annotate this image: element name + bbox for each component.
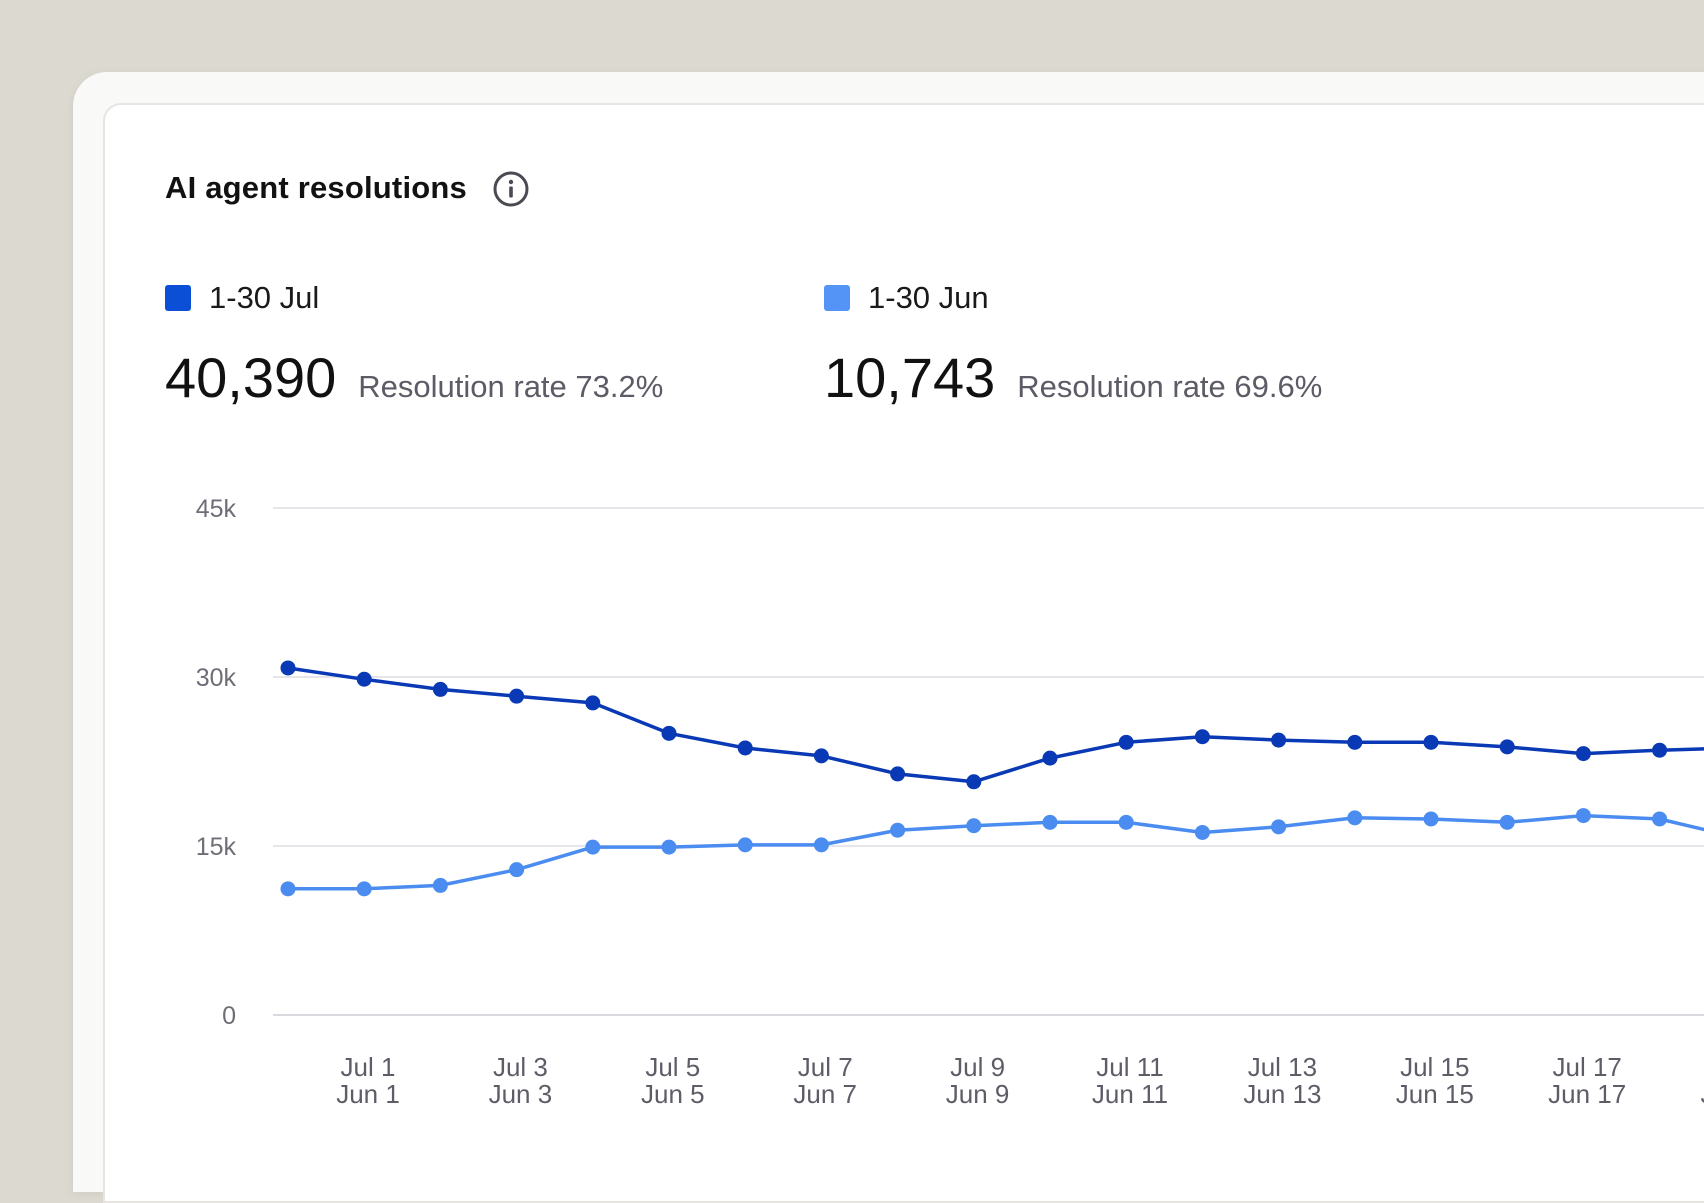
data-point[interactable] [432,877,448,893]
chart-card [103,103,1704,1203]
metric-value-jul: 40,390 [165,346,337,409]
line-chart: 0 15k 30k 45k Jul 1 Jun 1 Jul 3 Jun 3 Jul 5 Jun … [196,495,1704,1109]
metric-rate-jul: Resolution rate 73.2% [358,369,664,404]
data-point[interactable] [1042,814,1058,830]
card-title: AI agent resolutions [165,170,467,205]
metric-value-jun: 10,743 [824,346,996,409]
data-point[interactable] [1652,742,1668,758]
data-point[interactable] [1194,729,1210,745]
x-tick-label: Jul 17 Jun 17 [1548,1052,1626,1109]
data-point[interactable] [966,818,982,834]
metric-jun: 10,743 Resolution rate 69.6% [824,345,1322,410]
x-tick-label: Jul 7 Jun 7 [793,1052,857,1109]
x-tick-label: Jul 19Jun 19 [1701,1052,1704,1109]
data-point[interactable] [737,740,753,756]
data-point[interactable] [1347,810,1363,826]
data-point[interactable] [890,766,906,782]
data-point[interactable] [356,671,372,687]
data-point[interactable] [737,837,753,853]
metric-rate-jun: Resolution rate 69.6% [1017,369,1323,404]
data-point[interactable] [356,881,372,897]
y-tick-label: 45k [196,495,237,523]
data-point[interactable] [1575,808,1591,824]
data-point[interactable] [509,862,525,878]
metric-jul: 40,390 Resolution rate 73.2% [165,345,663,410]
legend-label-jul: 1-30 Jul [209,280,320,315]
data-point[interactable] [1118,734,1134,750]
data-point[interactable] [509,688,525,704]
x-tick-label: Jul 5 Jun 5 [641,1052,705,1109]
series-line [286,813,1704,891]
data-point[interactable] [661,839,677,855]
data-point[interactable] [1194,824,1210,840]
y-tick-label: 15k [196,833,237,861]
legend-item-jun[interactable]: 1-30 Jun [824,278,989,318]
data-point[interactable] [1271,819,1287,835]
data-point[interactable] [432,681,448,697]
data-point[interactable] [966,774,982,790]
x-tick-label: Jul 11 Jun 11 [1092,1052,1168,1109]
x-tick-label: Jul 3 Jun 3 [489,1052,553,1109]
x-tick-label: Jul 15 Jun 15 [1396,1052,1474,1109]
data-point[interactable] [585,695,601,711]
data-point[interactable] [813,748,829,764]
data-point[interactable] [1423,734,1439,750]
data-point[interactable] [1652,811,1668,827]
legend-swatch-jul [165,285,191,311]
data-point[interactable] [280,881,296,897]
info-icon[interactable] [492,170,530,208]
data-point[interactable] [890,822,906,838]
data-point[interactable] [280,660,296,676]
data-point[interactable] [1042,750,1058,766]
legend-label-jun: 1-30 Jun [868,280,989,315]
legend-item-jul[interactable]: 1-30 Jul [165,278,319,318]
x-tick-label: Jul 13 Jun 13 [1243,1052,1321,1109]
legend-swatch-jun [824,285,850,311]
y-tick-label: 30k [196,664,237,692]
data-point[interactable] [1575,746,1591,762]
data-point[interactable] [1423,811,1439,827]
data-point[interactable] [813,837,829,853]
data-point[interactable] [585,839,601,855]
data-point[interactable] [1347,734,1363,750]
y-tick-label: 0 [222,1002,236,1030]
x-tick-label: Jul 1 Jun 1 [336,1052,400,1109]
data-point[interactable] [1499,814,1515,830]
series-line [286,666,1704,784]
data-point[interactable] [661,725,677,741]
x-tick-label: Jul 9 Jun 9 [946,1052,1010,1109]
data-point[interactable] [1499,739,1515,755]
data-point[interactable] [1271,732,1287,748]
data-point[interactable] [1118,814,1134,830]
